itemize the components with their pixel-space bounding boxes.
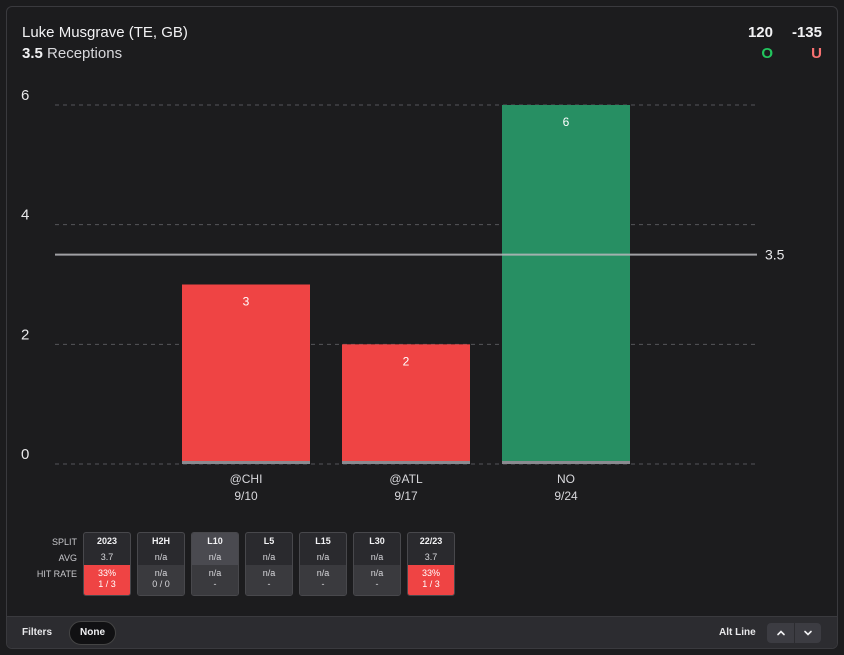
split-card-label: L10 (192, 533, 238, 550)
y-tick-label: 0 (21, 446, 29, 463)
hit-rate-value: n/a (316, 568, 330, 578)
split-card-avg: n/a (370, 552, 384, 562)
split-card-label: H2H (151, 536, 170, 546)
bar-value-label: 3 (243, 295, 250, 309)
x-date-label: 9/17 (394, 489, 418, 503)
split-row-labels: SPLIT AVG HIT RATE (17, 532, 77, 582)
alt-line-down-button[interactable] (794, 623, 821, 643)
split-card-l5[interactable]: L5 n/a n/a - (245, 532, 293, 596)
chevron-down-icon (804, 630, 812, 636)
split-card-avg: n/a (192, 550, 238, 565)
hit-rate-count: 0 / 0 (152, 579, 170, 589)
hit-rate-value: 33% (97, 568, 116, 578)
bar-value-label: 2 (403, 354, 410, 368)
hit-rate-value: n/a (370, 568, 384, 578)
under-label[interactable]: U (811, 45, 822, 62)
x-category-label: @ATL (389, 472, 423, 486)
under-odds[interactable]: -135 (791, 24, 822, 41)
threshold-label: 3.5 (765, 247, 785, 263)
hit-rate-value: 33% (421, 568, 440, 578)
bar-chart: 0 2 4 6 3 @CHI 9/10 2 @ATL 9/17 6 NO 9/24 3.5 (21, 87, 785, 503)
split-card-hit-rate: n/a - (246, 565, 292, 595)
hit-rate-value: n/a (208, 568, 222, 578)
filter-pill[interactable]: None (69, 621, 116, 645)
over-label[interactable]: O (761, 45, 773, 62)
alt-line-stepper (767, 623, 821, 643)
line-value: 3.5 (22, 45, 43, 62)
split-card-avg: n/a (262, 552, 276, 562)
x-date-label: 9/10 (234, 489, 258, 503)
prop-card: Luke Musgrave (TE, GB) 3.5 Receptions 12… (6, 6, 838, 649)
bar (182, 284, 310, 464)
splits-table: SPLIT AVG HIT RATE 2023 3.7 33% 1 / 3 H2H n/a… (7, 532, 487, 602)
bar-base (342, 461, 470, 464)
split-card-hit-rate: n/a - (354, 565, 400, 595)
split-card-hit-rate: n/a 0 / 0 (138, 565, 184, 595)
x-date-label: 9/24 (554, 489, 578, 503)
split-card-l10[interactable]: L10 n/a n/a - (191, 532, 239, 596)
y-tick-label: 2 (21, 326, 29, 343)
avg-label: AVG (58, 553, 77, 563)
split-card-avg: 3.7 (424, 552, 438, 562)
split-card-avg: n/a (154, 552, 168, 562)
y-tick-label: 4 (21, 207, 29, 224)
hit-rate-label: HIT RATE (36, 569, 77, 579)
player-name: Luke Musgrave (TE, GB) (22, 24, 188, 41)
split-card-h2h[interactable]: H2H n/a n/a 0 / 0 (137, 532, 185, 596)
over-odds[interactable]: 120 (747, 24, 773, 41)
x-category-label: @CHI (230, 472, 263, 486)
chevron-up-icon (776, 630, 785, 636)
split-card-2223[interactable]: 22/23 3.7 33% 1 / 3 (407, 532, 455, 596)
footer-bar: Filters None Alt Line (7, 616, 837, 648)
bar-base (502, 461, 630, 464)
hit-rate-count: 1 / 3 (98, 579, 116, 589)
stat-name: Receptions (47, 45, 123, 62)
hit-rate-value: n/a (262, 568, 276, 578)
split-card-hit-rate: n/a - (192, 565, 238, 595)
bar (342, 344, 470, 464)
alt-line-up-button[interactable] (767, 623, 794, 643)
split-card-label: 2023 (96, 536, 118, 546)
hit-rate-count: - (321, 579, 325, 589)
split-card-label: L15 (315, 536, 331, 546)
hit-rate-count: 1 / 3 (422, 579, 440, 589)
prop-line: 3.5 Receptions (22, 45, 122, 62)
x-category-label: NO (557, 472, 575, 486)
hit-rate-count: - (213, 579, 217, 589)
split-card-hit-rate: 33% 1 / 3 (408, 565, 454, 595)
alt-line-label: Alt Line (719, 627, 756, 638)
split-card-l15[interactable]: L15 n/a n/a - (299, 532, 347, 596)
split-card-l30[interactable]: L30 n/a n/a - (353, 532, 401, 596)
hit-rate-count: - (375, 579, 379, 589)
split-card-hit-rate: 33% 1 / 3 (84, 565, 130, 595)
split-card-2023[interactable]: 2023 3.7 33% 1 / 3 (83, 532, 131, 596)
split-card-avg: 3.7 (100, 552, 114, 562)
y-tick-label: 6 (21, 87, 29, 104)
split-card-hit-rate: n/a - (300, 565, 346, 595)
hit-rate-count: - (267, 579, 271, 589)
filters-label: Filters (22, 627, 53, 638)
bar-value-label: 6 (563, 115, 570, 129)
split-card-label: L5 (263, 536, 275, 546)
split-label: SPLIT (51, 537, 77, 547)
bar (502, 105, 630, 464)
split-card-label: 22/23 (419, 536, 443, 546)
hit-rate-value: n/a (154, 568, 168, 578)
bar-base (182, 461, 310, 464)
split-card-avg: n/a (316, 552, 330, 562)
split-card-label: L30 (369, 536, 385, 546)
